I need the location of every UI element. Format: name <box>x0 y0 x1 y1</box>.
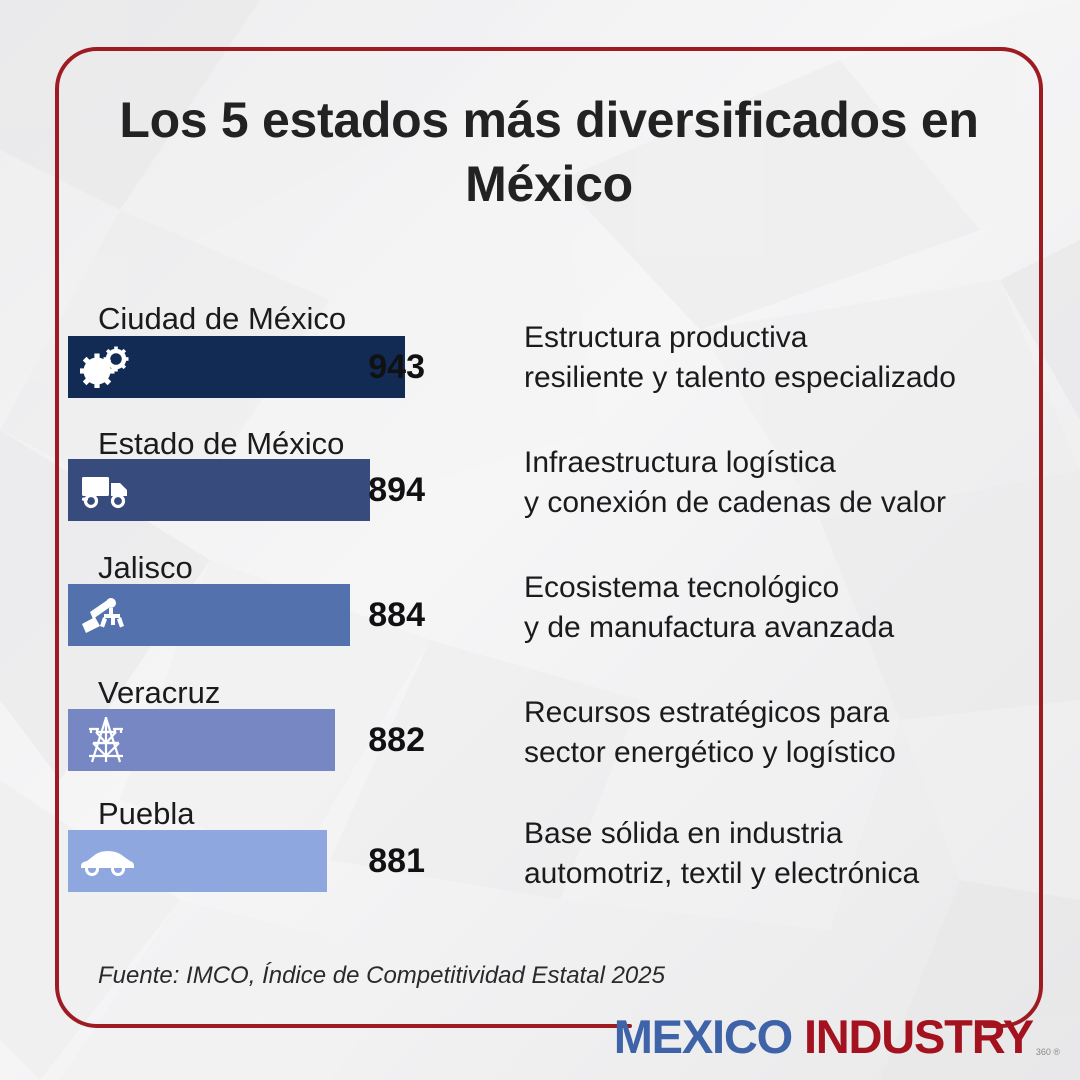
value-label: 943 <box>368 348 425 386</box>
value-label: 882 <box>368 721 425 759</box>
logo-word-industry: INDUSTRY <box>803 1010 1034 1063</box>
value-bar[interactable] <box>68 830 327 892</box>
state-description: Estructura productiva resiliente y talen… <box>524 321 956 394</box>
logo-trademark: 360 ® <box>1035 1046 1060 1057</box>
value-label: 894 <box>368 471 425 509</box>
state-label: Jalisco <box>98 550 193 585</box>
page-title: Los 5 estados más diversificados en Méxi… <box>119 92 979 212</box>
brand-logo[interactable]: MEXICO INDUSTRY 360 ® <box>614 1013 1060 1060</box>
truck-icon <box>78 467 134 513</box>
value-label: 881 <box>368 842 425 880</box>
state-label: Ciudad de México <box>98 301 347 336</box>
state-label: Estado de México <box>98 426 345 461</box>
state-description: Infraestructura logística y conexión de … <box>524 446 946 519</box>
power-tower-icon <box>78 717 134 763</box>
state-label: Puebla <box>98 796 195 831</box>
gears-icon <box>78 344 134 390</box>
logo-word-mexico: MEXICO <box>613 1010 793 1063</box>
car-icon <box>78 838 134 884</box>
value-label: 884 <box>368 596 425 634</box>
robot-arm-icon <box>78 592 134 638</box>
value-bar[interactable] <box>68 709 335 771</box>
source-note: Fuente: IMCO, Índice de Competitividad E… <box>98 962 665 989</box>
state-description: Recursos estratégicos para sector energé… <box>524 696 896 769</box>
state-label: Veracruz <box>98 675 221 710</box>
state-description: Base sólida en industria automotriz, tex… <box>524 817 920 890</box>
state-description: Ecosistema tecnológico y de manufactura … <box>524 571 895 644</box>
